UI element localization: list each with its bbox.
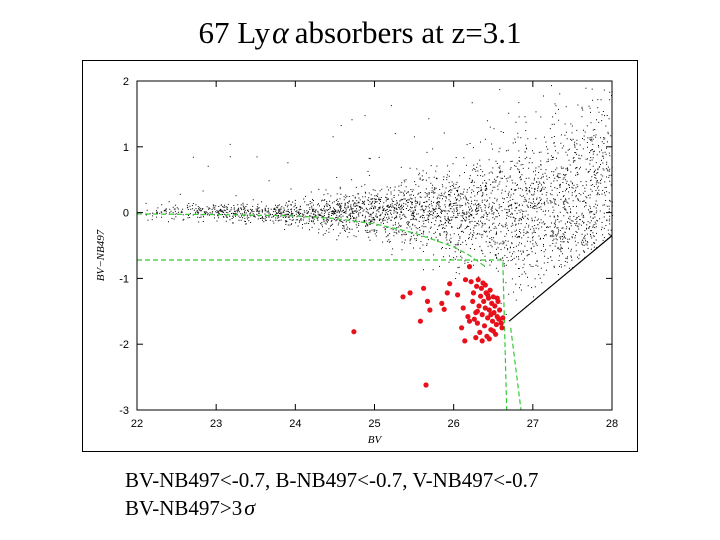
absorber-point: [481, 298, 487, 304]
absorber-point: [482, 282, 488, 288]
scatter-plot: 22 23 24 25 26 27 28 2 1 0 -1 -2 -3 BV BV−NB497: [95, 76, 618, 446]
criteria-prefix: BV-NB497>3: [125, 496, 243, 520]
absorber-point: [497, 307, 503, 313]
absorber-point: [478, 285, 484, 291]
absorber-point: [490, 328, 496, 334]
absorber-point: [481, 323, 488, 329]
y-tick-label: 1: [123, 142, 129, 154]
x-tick-label: 27: [527, 418, 539, 430]
absorber-point: [465, 314, 471, 320]
y-tick-label: -1: [119, 273, 129, 285]
selection-line-2: [137, 259, 508, 411]
absorber-point: [462, 277, 469, 283]
absorber-point: [499, 325, 505, 331]
selection-criteria-line-2: BV-NB497>3σ: [125, 495, 255, 521]
absorber-point: [441, 306, 447, 312]
y-axis-label: BV−NB497: [95, 229, 107, 281]
absorber-point: [473, 335, 479, 341]
absorber-point: [489, 318, 496, 324]
y-tick-label: 0: [123, 208, 129, 220]
absorber-point: [468, 279, 474, 285]
selection-criteria-line-1: BV-NB497<-0.7, B-NB497<-0.7, V-NB497<-0.…: [125, 468, 539, 492]
absorber-point: [466, 318, 473, 324]
absorber-point: [474, 308, 480, 314]
absorber-point: [475, 277, 481, 283]
absorber-point: [474, 283, 480, 289]
absorber-point: [492, 303, 498, 309]
absorber-point: [500, 315, 506, 321]
y-tick-label: -3: [119, 405, 129, 417]
absorber-point: [486, 336, 492, 342]
x-tick-label: 25: [368, 418, 380, 430]
absorber-point: [494, 295, 500, 301]
absorber-point: [444, 290, 450, 296]
selection-line-1: [136, 213, 486, 268]
absorber-point: [479, 338, 485, 344]
absorber-point: [488, 312, 494, 318]
absorber-point: [470, 298, 476, 304]
plot-frame: 22 23 24 25 26 27 28 2 1 0 -1 -2 -3 BV BV−NB497: [82, 60, 638, 452]
slide-title: 67 Lyα absorbers at z=3.1: [0, 14, 720, 51]
absorber-point: [496, 316, 502, 322]
title-suffix: absorbers at z=3.1: [294, 15, 522, 50]
absorber-point: [466, 264, 473, 270]
x-tick-label: 24: [289, 418, 301, 430]
title-alpha-symbol: α: [272, 14, 289, 50]
absorber-point: [498, 320, 504, 326]
y-tick-label: 2: [123, 76, 129, 88]
absorber-point: [459, 325, 465, 331]
field-object-points: [145, 85, 613, 315]
absorber-point: [477, 329, 483, 335]
absorber-point: [427, 307, 433, 313]
absorber-point: [485, 315, 491, 321]
absorber-point: [400, 294, 406, 300]
absorber-point: [424, 298, 431, 304]
title-prefix: 67 Ly: [198, 15, 270, 50]
absorber-point: [470, 290, 477, 296]
absorber-point: [471, 316, 477, 322]
absorber-point: [421, 285, 427, 291]
absorber-point: [407, 290, 413, 296]
y-tick-label: -2: [119, 339, 129, 351]
plot-area-border: [136, 80, 613, 411]
absorber-point: [462, 338, 468, 344]
absorber-point: [439, 300, 445, 306]
sigma-symbol: σ: [244, 495, 256, 520]
absorber-point: [476, 303, 482, 309]
absorber-point: [460, 305, 466, 311]
x-axis-label: BV: [368, 434, 383, 446]
limiting-magnitude-line: [508, 235, 613, 322]
absorber-point: [482, 305, 488, 311]
absorber-point: [479, 312, 485, 318]
absorber-point: [493, 321, 499, 328]
absorber-point: [417, 318, 423, 324]
absorber-point: [486, 307, 492, 313]
x-tick-label: 22: [131, 418, 143, 430]
absorber-point: [487, 287, 493, 293]
x-tick-label: 26: [448, 418, 460, 430]
absorber-point: [423, 382, 429, 388]
selection-line-3: [510, 327, 522, 411]
absorber-point: [490, 294, 496, 300]
absorber-point: [455, 292, 461, 298]
x-tick-label: 23: [210, 418, 222, 430]
absorber-point: [478, 293, 484, 299]
absorber-point: [351, 329, 357, 335]
absorber-point: [474, 320, 480, 326]
absorber-point: [447, 281, 453, 287]
x-tick-label: 28: [606, 418, 618, 430]
absorber-point: [485, 292, 491, 298]
